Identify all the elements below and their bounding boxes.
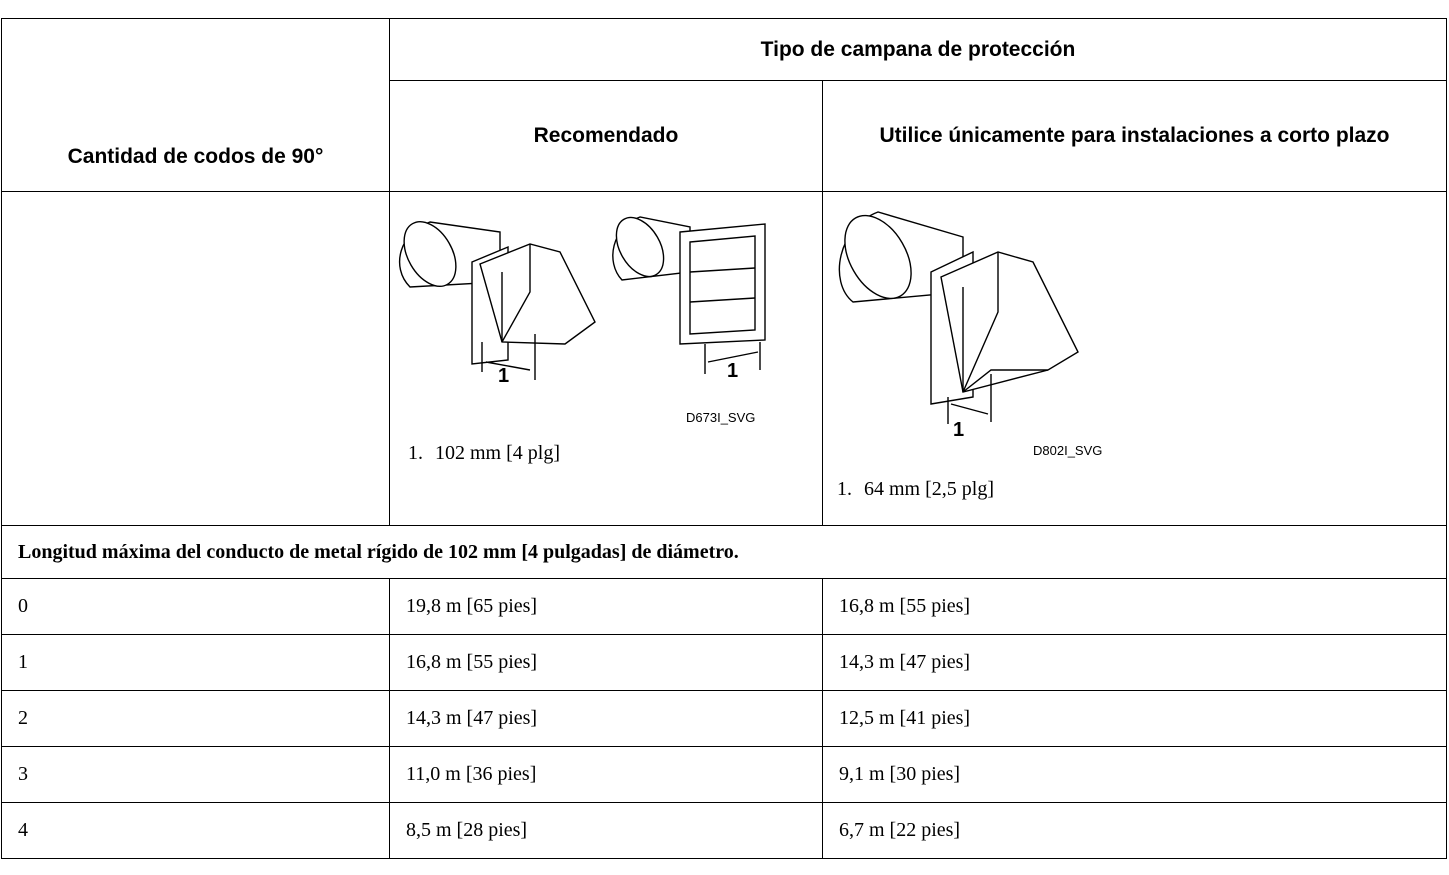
figure-code: D802I_SVG xyxy=(1033,443,1102,458)
column-header: Cantidad de codos de 90° xyxy=(1,18,390,192)
figure-cell: 1 1 D673I_SVG 1. 102 mm [4 plg] xyxy=(389,191,823,526)
data-cell: 8,5 m [28 pies] xyxy=(389,802,823,859)
figure-legend: 1. 102 mm [4 plg] xyxy=(408,442,560,465)
legend-text: 102 mm [4 plg] xyxy=(435,442,560,464)
data-row: 4 8,5 m [28 pies] 6,7 m [22 pies] xyxy=(1,802,1447,859)
data-row: 3 11,0 m [36 pies] 9,1 m [30 pies] xyxy=(1,746,1447,803)
group-header: Tipo de campana de protección xyxy=(389,18,1447,81)
data-cell: 4 xyxy=(1,802,390,859)
empty-cell xyxy=(1,191,390,526)
data-cell: 16,8 m [55 pies] xyxy=(389,634,823,691)
data-cell: 1 xyxy=(1,634,390,691)
data-cell: 9,1 m [30 pies] xyxy=(822,746,1447,803)
data-cell: 11,0 m [36 pies] xyxy=(389,746,823,803)
legend-number: 1. xyxy=(837,478,852,500)
figure-cell: 1 D802I_SVG 1. 64 mm [2,5 plg] xyxy=(822,191,1447,526)
data-row: 0 19,8 m [65 pies] 16,8 m [55 pies] xyxy=(1,578,1447,635)
figure-legend: 1. 64 mm [2,5 plg] xyxy=(837,478,994,501)
data-row: 2 14,3 m [47 pies] 12,5 m [41 pies] xyxy=(1,690,1447,747)
section-row: Longitud máxima del conducto de metal rí… xyxy=(1,525,1447,579)
data-row: 1 16,8 m [55 pies] 14,3 m [47 pies] xyxy=(1,634,1447,691)
data-cell: 12,5 m [41 pies] xyxy=(822,690,1447,747)
data-cell: 16,8 m [55 pies] xyxy=(822,578,1447,635)
figure-code: D673I_SVG xyxy=(686,410,755,425)
column-header: Utilice únicamente para instalaciones a … xyxy=(822,80,1447,192)
data-cell: 14,3 m [47 pies] xyxy=(822,634,1447,691)
hood-illustration: 1 D802I_SVG xyxy=(838,211,1102,458)
callout: 1 xyxy=(498,365,509,387)
legend-number: 1. xyxy=(408,442,423,464)
vent-table: Cantidad de codos de 90° Tipo de campana… xyxy=(1,18,1447,859)
callout: 1 xyxy=(727,360,738,382)
data-cell: 0 xyxy=(1,578,390,635)
callout: 1 xyxy=(953,419,964,441)
hood-illustration: 1 1 D673I_SVG xyxy=(399,216,766,425)
legend-text: 64 mm [2,5 plg] xyxy=(864,478,994,500)
data-cell: 6,7 m [22 pies] xyxy=(822,802,1447,859)
data-cell: 3 xyxy=(1,746,390,803)
data-cell: 2 xyxy=(1,690,390,747)
column-header: Recomendado xyxy=(389,80,823,192)
data-cell: 14,3 m [47 pies] xyxy=(389,690,823,747)
data-cell: 19,8 m [65 pies] xyxy=(389,578,823,635)
